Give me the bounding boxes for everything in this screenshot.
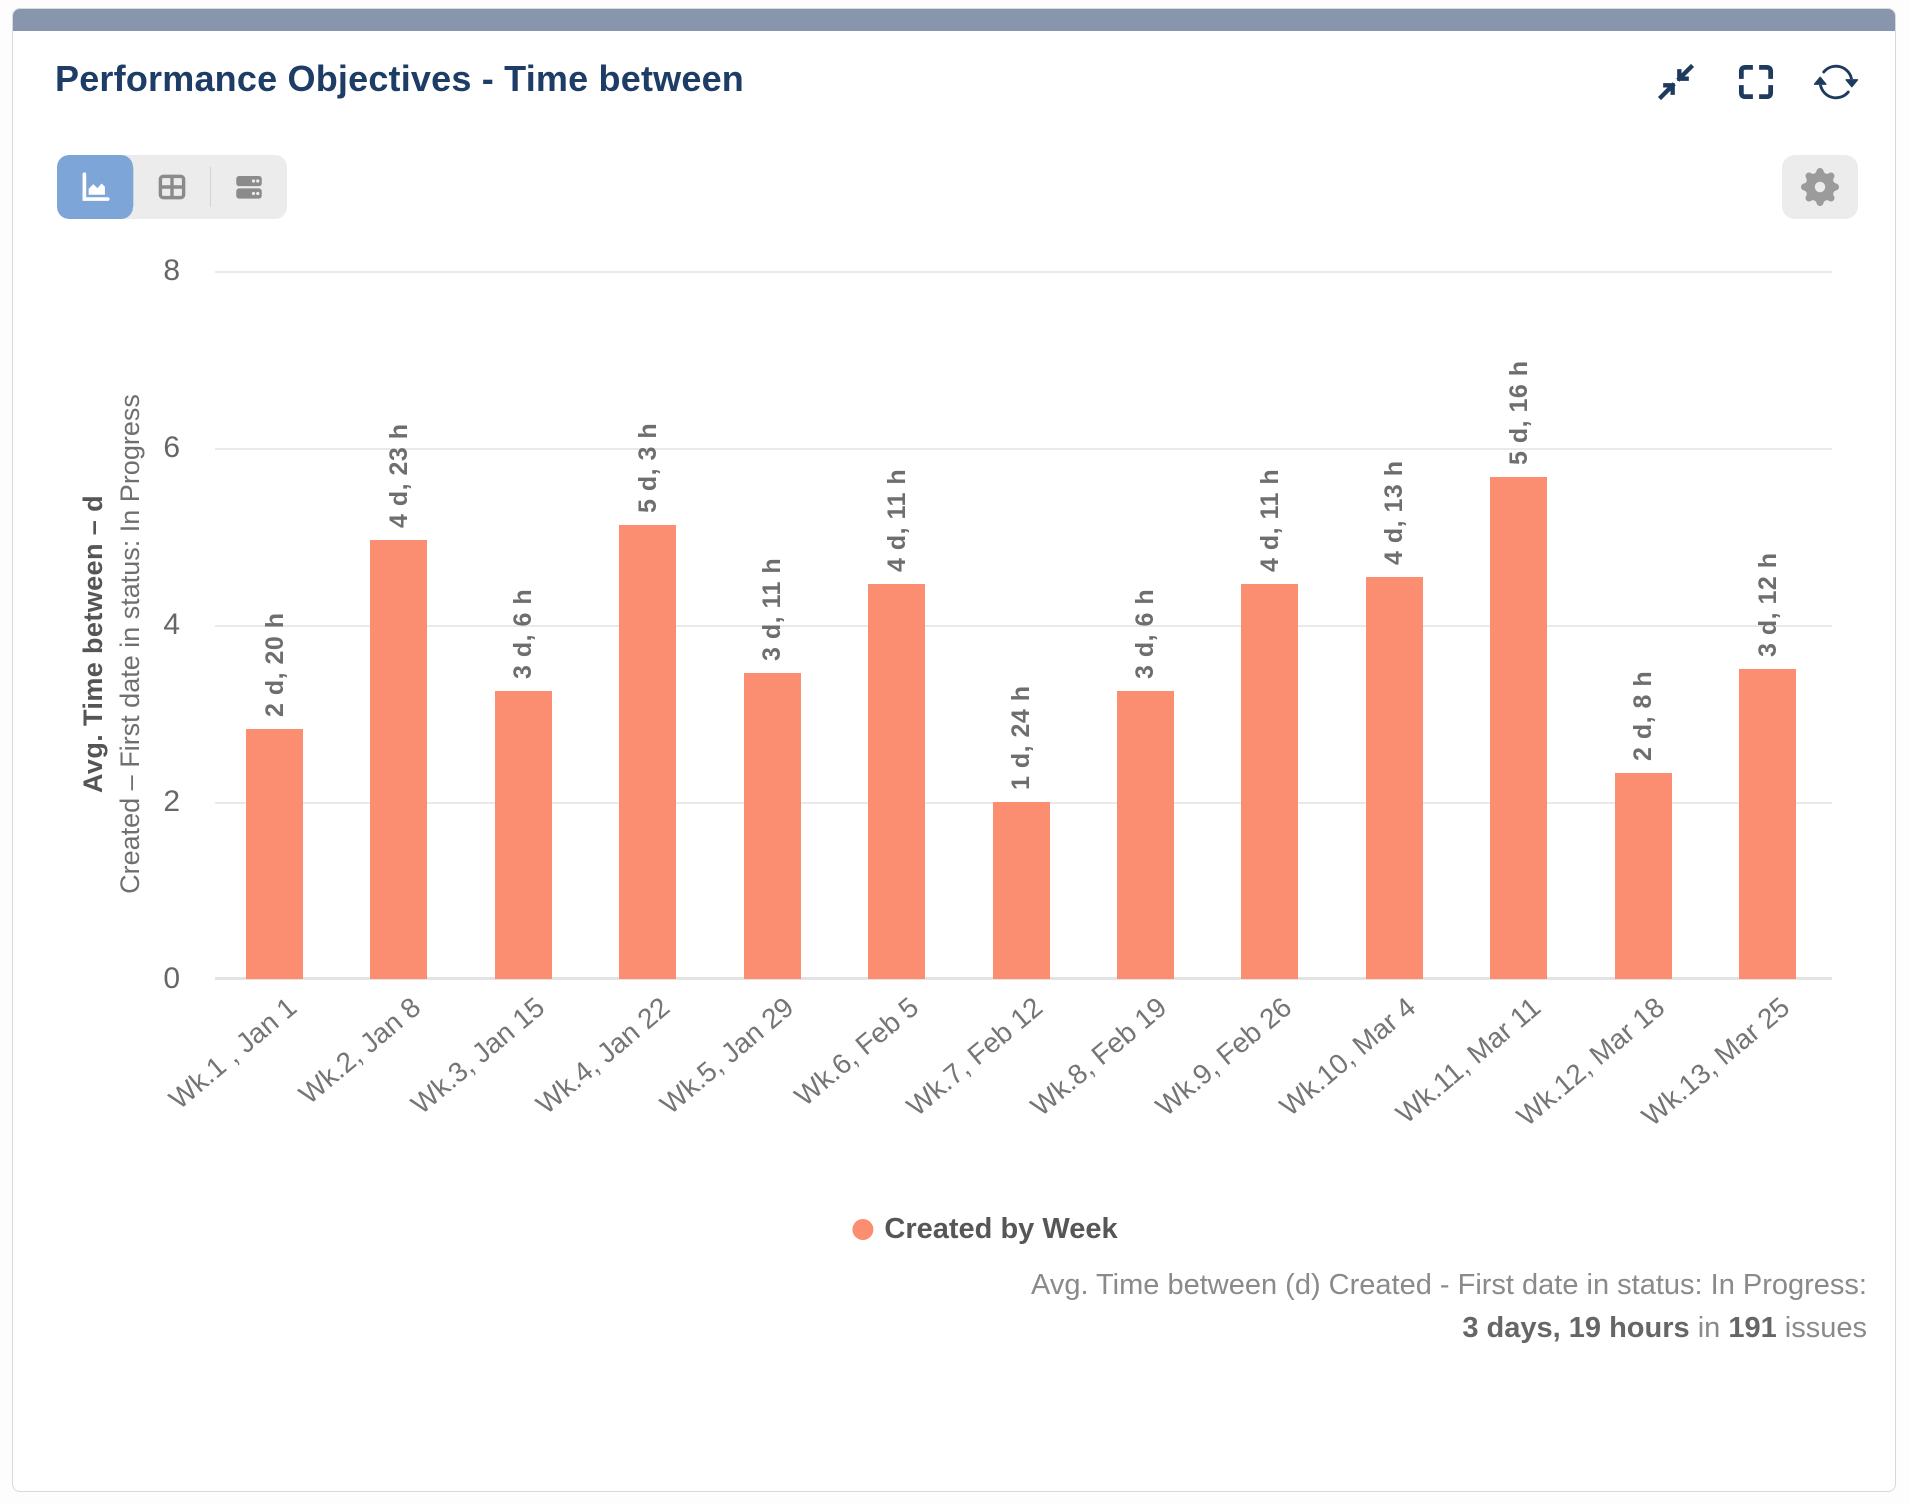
y-axis-title-main: Avg. Time between – d [78, 495, 108, 793]
bar[interactable] [370, 540, 427, 979]
refresh-icon[interactable] [1812, 56, 1860, 108]
gridline [215, 625, 1832, 627]
bar[interactable] [993, 802, 1050, 979]
bar-value-label: 4 d, 11 h [883, 468, 911, 572]
divider [133, 167, 134, 207]
bar[interactable] [1615, 773, 1672, 979]
rows-view-button[interactable] [211, 155, 287, 219]
bar-value-label: 3 d, 6 h [509, 588, 537, 679]
bar-value-label: 1 d, 24 h [1007, 685, 1035, 790]
bar[interactable] [619, 525, 676, 979]
bar[interactable] [246, 729, 303, 979]
gadget-card [12, 8, 1896, 1492]
bar-value-label: 2 d, 20 h [261, 612, 289, 717]
bar[interactable] [1366, 577, 1423, 979]
summary-line1: Avg. Time between (d) Created - First da… [1031, 1269, 1867, 1301]
y-tick-label: 0 [163, 962, 180, 995]
minimize-icon[interactable] [1652, 56, 1700, 108]
gridline [215, 448, 1832, 450]
bar[interactable] [744, 673, 801, 979]
divider [210, 167, 211, 207]
bar-value-label: 4 d, 11 h [1256, 468, 1284, 572]
bar[interactable] [1739, 669, 1796, 979]
y-tick-label: 2 [163, 785, 180, 818]
bar[interactable] [1490, 477, 1547, 979]
legend-marker-icon [852, 1219, 874, 1240]
gear-icon [1801, 168, 1839, 206]
fullscreen-icon[interactable] [1732, 56, 1780, 108]
bar[interactable] [495, 691, 552, 979]
settings-button[interactable] [1782, 155, 1858, 219]
bar[interactable] [1241, 584, 1298, 979]
chart-view-button[interactable] [57, 155, 133, 219]
y-tick-label: 6 [163, 431, 180, 464]
bar[interactable] [1117, 691, 1174, 979]
legend-item[interactable]: Created by Week [852, 1213, 1118, 1246]
y-axis-title: Avg. Time between – d Created – First da… [78, 224, 146, 1064]
bar-value-label: 4 d, 13 h [1380, 460, 1408, 565]
y-tick-label: 8 [163, 254, 180, 287]
bar-value-label: 2 d, 8 h [1629, 670, 1657, 761]
card-accent-bar [13, 9, 1895, 31]
y-tick-label: 4 [163, 608, 180, 641]
table-view-button[interactable] [134, 155, 210, 219]
window-controls [1630, 52, 1860, 112]
y-axis-title-sub: Created – First date in status: In Progr… [115, 394, 145, 894]
page-title: Performance Objectives - Time between [55, 58, 744, 99]
bar-value-label: 4 d, 23 h [385, 423, 413, 528]
bar[interactable] [868, 584, 925, 979]
legend-label: Created by Week [884, 1213, 1118, 1245]
summary-footer: Avg. Time between (d) Created - First da… [1031, 1264, 1867, 1350]
gridline [215, 271, 1832, 273]
bar-value-label: 3 d, 11 h [758, 557, 786, 661]
bar-value-label: 3 d, 6 h [1131, 588, 1159, 679]
view-switcher [57, 155, 287, 219]
bar-value-label: 3 d, 12 h [1754, 552, 1782, 657]
summary-line2: 3 days, 19 hours in 191 issues [1462, 1312, 1867, 1344]
bar-value-label: 5 d, 16 h [1505, 360, 1533, 465]
bar-value-label: 5 d, 3 h [634, 422, 662, 513]
